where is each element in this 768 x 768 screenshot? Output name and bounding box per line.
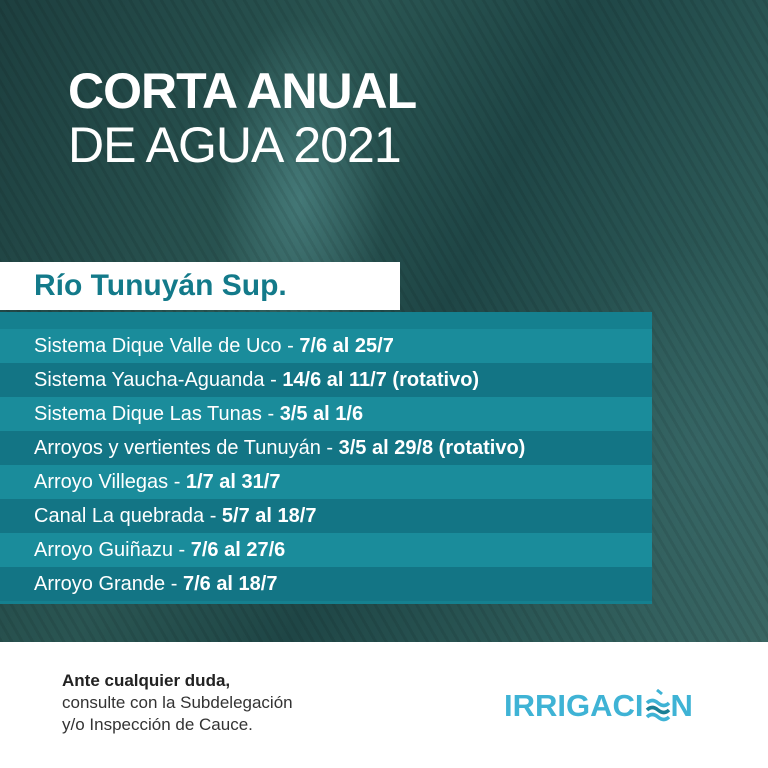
item-name: Arroyo Grande - bbox=[34, 573, 183, 595]
item-dates: 5/7 al 18/7 bbox=[221, 505, 317, 527]
list-item: Arroyo Guiñazu - 7/6 al 27/6 bbox=[0, 533, 652, 567]
page-title: CORTA ANUAL DE AGUA 2021 bbox=[68, 63, 417, 173]
logo-text-end: N bbox=[670, 688, 693, 723]
contact-note: Ante cualquier duda, consulte con la Sub… bbox=[62, 670, 293, 736]
item-name: Canal La quebrada - bbox=[34, 505, 222, 527]
item-dates: 7/6 al 18/7 bbox=[182, 573, 278, 595]
list-item: Sistema Dique Valle de Uco - 7/6 al 25/7 bbox=[0, 329, 652, 363]
item-name: Arroyos y vertientes de Tunuyán - bbox=[34, 437, 339, 459]
item-name: Arroyo Villegas - bbox=[34, 471, 186, 493]
title-line-2: DE AGUA 2021 bbox=[68, 117, 402, 173]
note-line-3: y/o Inspección de Cauce. bbox=[62, 715, 253, 734]
irrigacion-logo: IRRIGACI N bbox=[504, 688, 693, 724]
item-dates: 7/6 al 27/6 bbox=[190, 539, 286, 561]
item-dates: 14/6 al 11/7 (rotativo) bbox=[282, 369, 480, 391]
list-item: Arroyo Villegas - 1/7 al 31/7 bbox=[0, 465, 652, 499]
logo-text: IRRIGACI bbox=[504, 688, 644, 723]
subtitle: Río Tunuyán Sup. bbox=[0, 262, 400, 310]
item-name: Sistema Dique Valle de Uco - bbox=[34, 335, 300, 357]
list-item: Canal La quebrada - 5/7 al 18/7 bbox=[0, 499, 652, 533]
water-waves-icon bbox=[645, 689, 670, 722]
item-dates: 1/7 al 31/7 bbox=[185, 471, 281, 493]
note-bold: Ante cualquier duda, bbox=[62, 671, 231, 690]
item-dates: 3/5 al 1/6 bbox=[279, 403, 364, 425]
note-line-2: consulte con la Subdelegación bbox=[62, 693, 293, 712]
item-name: Sistema Dique Las Tunas - bbox=[34, 403, 280, 425]
title-line-1: CORTA ANUAL bbox=[68, 63, 417, 119]
footer: Ante cualquier duda, consulte con la Sub… bbox=[0, 642, 768, 768]
item-dates: 3/5 al 29/8 (rotativo) bbox=[338, 437, 526, 459]
item-name: Sistema Yaucha-Aguanda - bbox=[34, 369, 283, 391]
list-item: Arroyos y vertientes de Tunuyán - 3/5 al… bbox=[0, 431, 652, 465]
item-dates: 7/6 al 25/7 bbox=[299, 335, 394, 357]
schedule-list: Sistema Dique Valle de Uco - 7/6 al 25/7… bbox=[0, 312, 652, 604]
list-item: Sistema Yaucha-Aguanda - 14/6 al 11/7 (r… bbox=[0, 363, 652, 397]
item-name: Arroyo Guiñazu - bbox=[34, 539, 191, 561]
list-item: Arroyo Grande - 7/6 al 18/7 bbox=[0, 567, 652, 601]
list-item: Sistema Dique Las Tunas - 3/5 al 1/6 bbox=[0, 397, 652, 431]
